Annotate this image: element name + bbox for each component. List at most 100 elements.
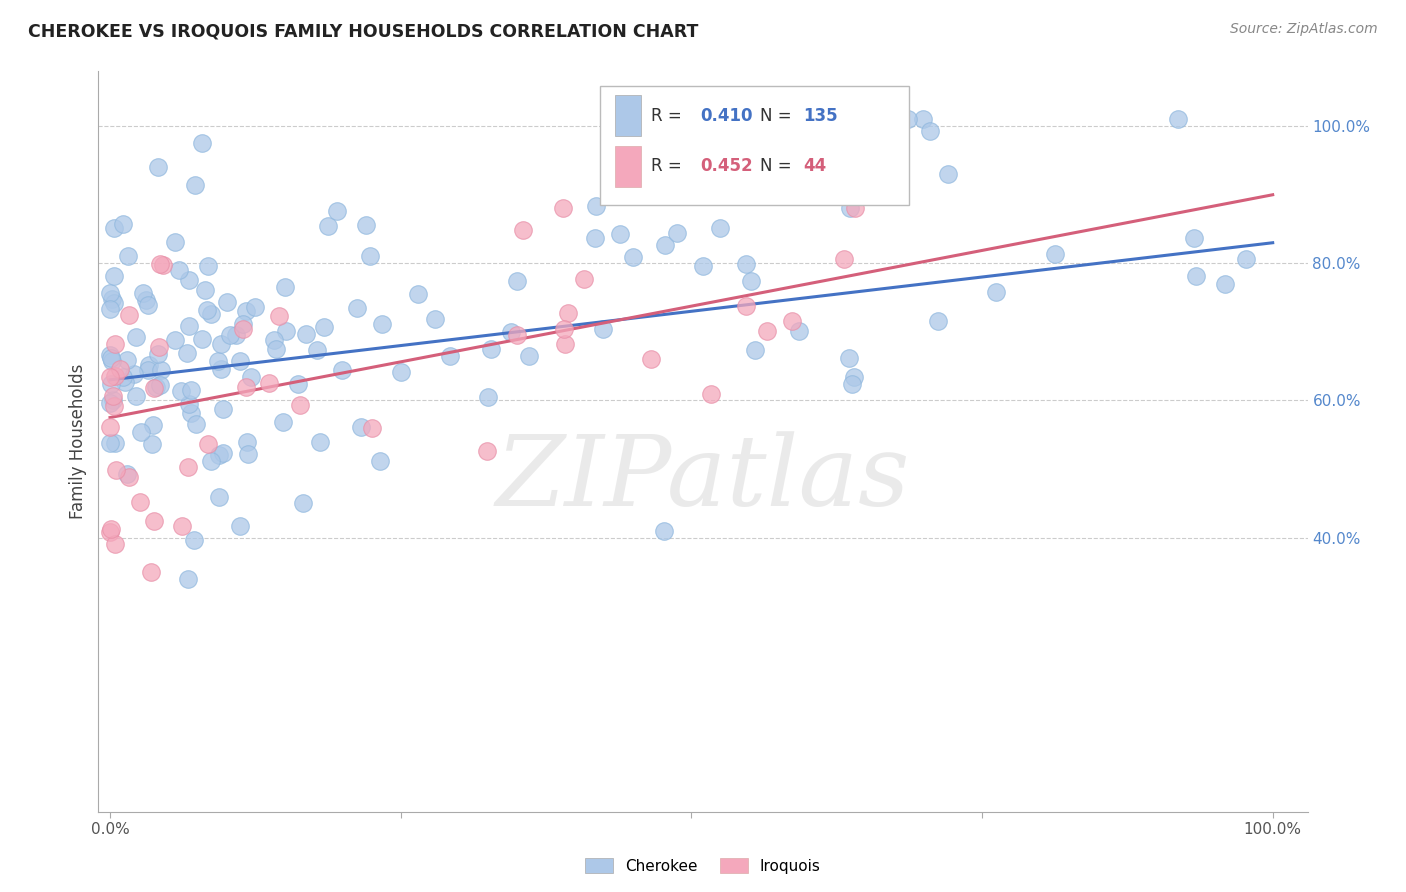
Point: [572, 272, 595, 286]
Point: [257, 376, 280, 391]
Point: [186, 417, 208, 432]
Point: [118, 470, 141, 484]
Point: [211, 401, 233, 416]
Point: [125, 330, 148, 344]
Point: [350, 420, 373, 434]
Point: [117, 250, 139, 264]
Point: [110, 361, 132, 376]
Point: [744, 343, 766, 357]
Point: [406, 287, 429, 301]
Point: [143, 514, 166, 528]
Point: [1182, 231, 1205, 245]
Point: [177, 572, 200, 586]
Legend: Cherokee, Iroquois: Cherokee, Iroquois: [579, 852, 827, 880]
Point: [309, 434, 332, 449]
Point: [844, 369, 866, 384]
Text: R =: R =: [651, 158, 688, 176]
Point: [163, 235, 186, 249]
Point: [553, 322, 575, 336]
Point: [295, 327, 318, 342]
Point: [101, 292, 124, 306]
Text: N =: N =: [759, 158, 797, 176]
Point: [235, 380, 257, 394]
Point: [152, 258, 174, 272]
Point: [1213, 277, 1236, 291]
Point: [239, 369, 262, 384]
Point: [176, 346, 198, 360]
Point: [652, 524, 675, 538]
Point: [673, 167, 696, 181]
Point: [897, 112, 920, 127]
Point: [330, 363, 353, 377]
Point: [423, 312, 446, 326]
Point: [326, 204, 349, 219]
Point: [307, 343, 329, 358]
Text: 0.452: 0.452: [700, 158, 754, 176]
Point: [439, 349, 461, 363]
Point: [98, 370, 121, 384]
Point: [98, 285, 121, 300]
Point: [621, 250, 644, 264]
Point: [103, 389, 125, 403]
Point: [215, 294, 238, 309]
Point: [139, 566, 162, 580]
Point: [138, 358, 160, 372]
Text: CHEROKEE VS IROQUOIS FAMILY HOUSEHOLDS CORRELATION CHART: CHEROKEE VS IROQUOIS FAMILY HOUSEHOLDS C…: [28, 22, 699, 40]
Point: [132, 285, 155, 300]
Point: [735, 300, 758, 314]
Y-axis label: Family Households: Family Households: [69, 364, 87, 519]
Point: [98, 348, 121, 362]
Point: [114, 376, 136, 390]
Point: [269, 310, 291, 324]
Point: [287, 376, 309, 391]
Point: [780, 313, 803, 327]
Point: [100, 436, 122, 450]
Point: [104, 463, 127, 477]
Point: [143, 381, 166, 395]
Point: [180, 383, 202, 397]
Point: [115, 467, 138, 482]
Point: [1234, 252, 1257, 267]
Point: [219, 328, 242, 343]
Point: [312, 320, 335, 334]
Point: [98, 301, 121, 316]
Point: [787, 324, 810, 338]
Point: [512, 222, 534, 236]
Point: [699, 386, 721, 401]
Point: [232, 322, 254, 336]
Point: [235, 434, 257, 449]
Point: [104, 537, 127, 551]
Point: [609, 227, 631, 241]
Point: [117, 353, 139, 368]
Point: [98, 420, 121, 434]
Point: [129, 495, 152, 509]
Point: [640, 352, 662, 367]
Point: [145, 380, 167, 394]
Point: [1185, 268, 1208, 283]
Point: [150, 363, 173, 377]
Text: R =: R =: [651, 106, 688, 125]
Point: [103, 296, 125, 310]
Point: [103, 221, 125, 235]
Point: [149, 377, 172, 392]
Point: [104, 337, 127, 351]
Point: [235, 303, 257, 318]
Point: [104, 436, 127, 450]
Point: [180, 406, 202, 420]
Point: [665, 227, 688, 241]
Point: [389, 365, 412, 379]
Point: [844, 202, 866, 216]
Bar: [614, 146, 641, 186]
Bar: [614, 95, 641, 136]
Point: [1167, 112, 1189, 127]
Point: [228, 518, 250, 533]
Point: [654, 237, 676, 252]
Point: [129, 425, 152, 440]
Point: [101, 393, 124, 408]
Text: ZIPatlas: ZIPatlas: [496, 431, 910, 526]
Point: [936, 167, 959, 181]
Point: [841, 377, 863, 392]
Point: [194, 283, 217, 297]
Point: [912, 112, 935, 127]
Point: [200, 307, 222, 321]
